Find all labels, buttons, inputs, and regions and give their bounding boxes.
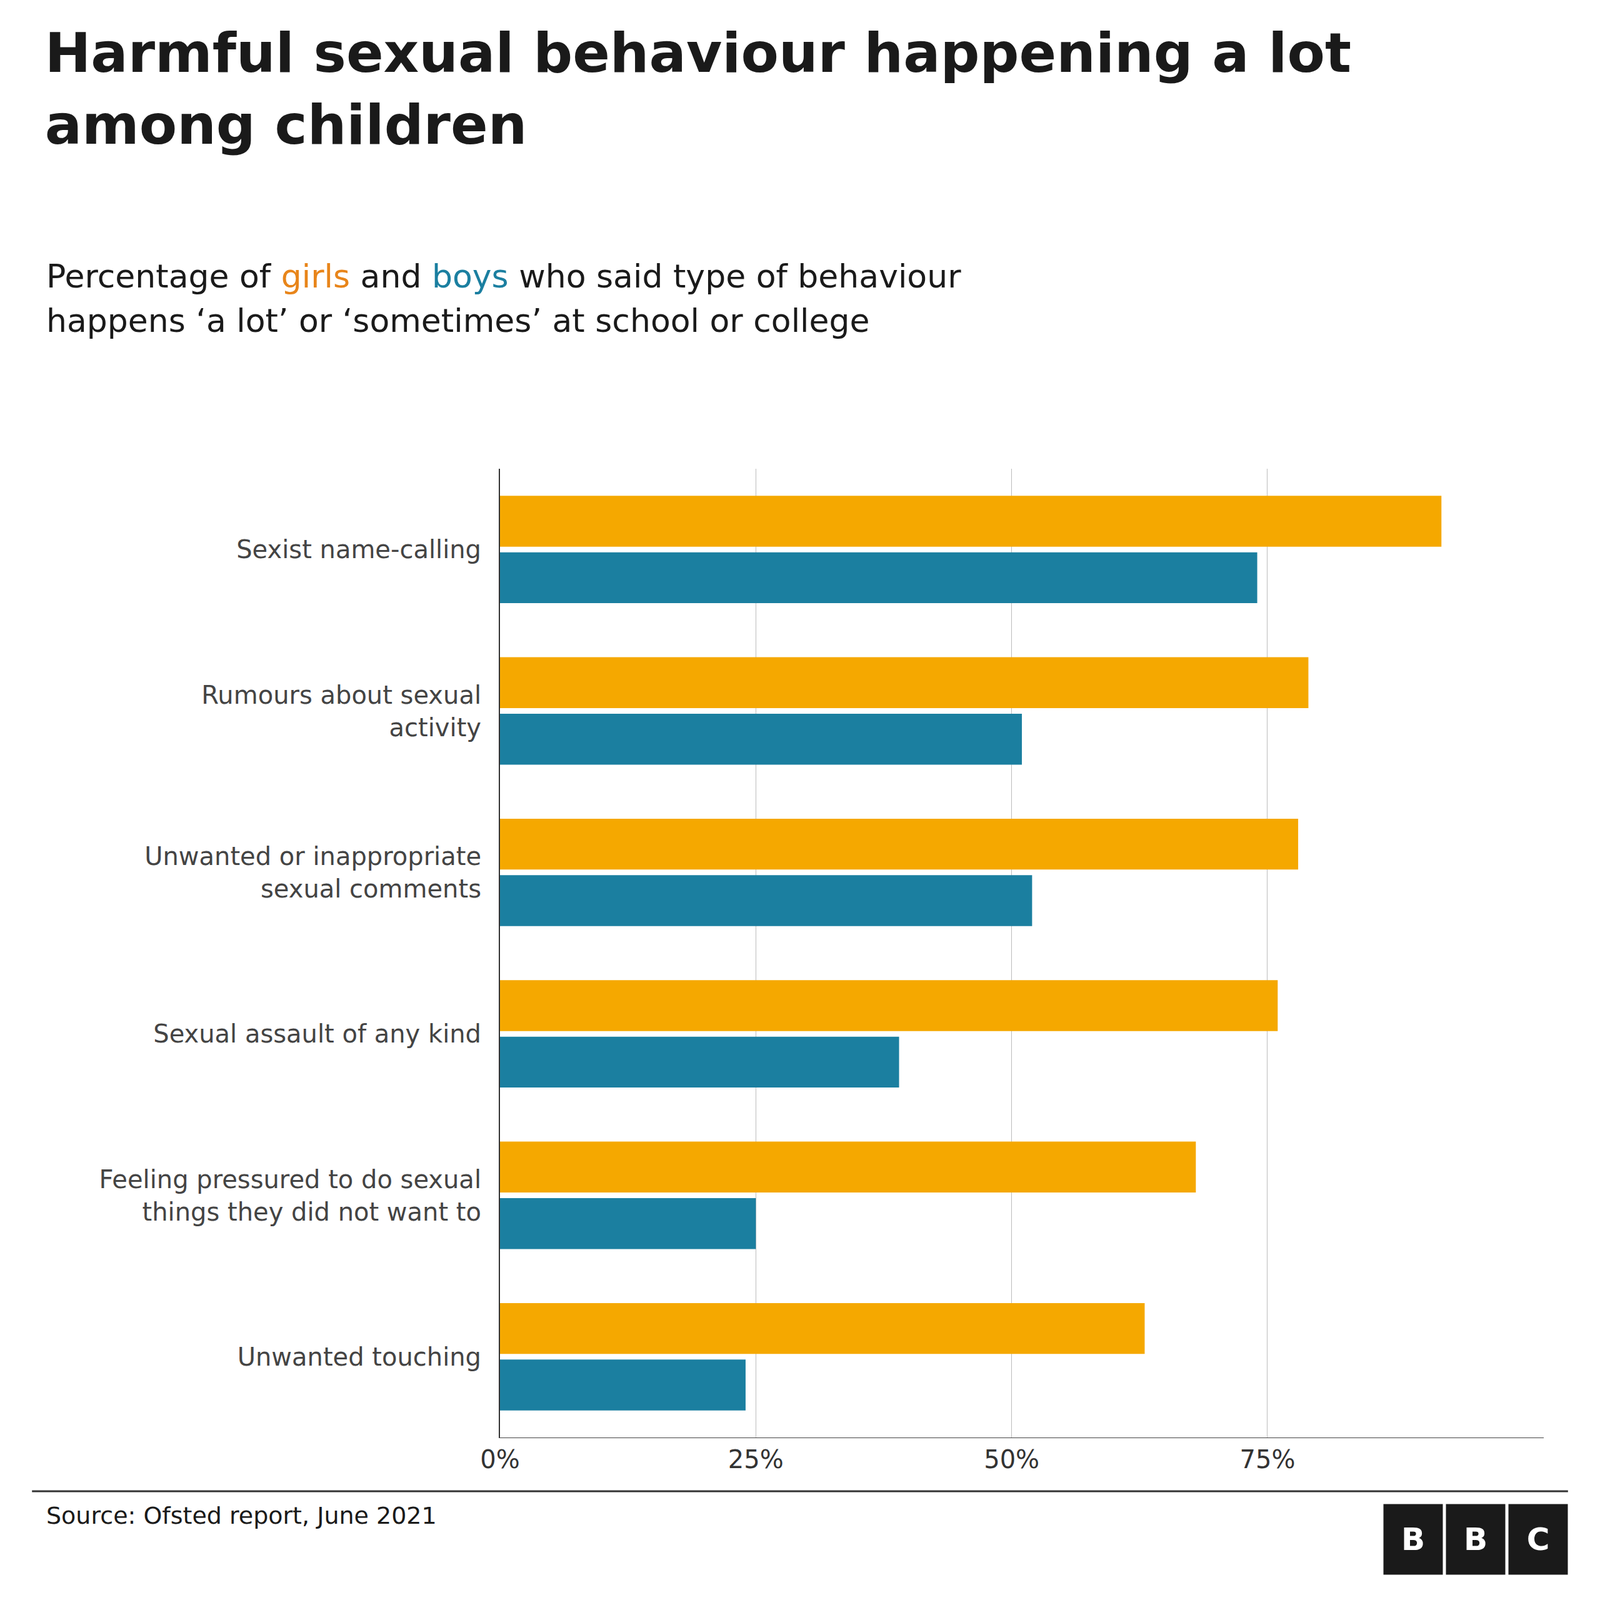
svg-text:C: C xyxy=(1526,1521,1550,1558)
svg-text:Percentage of girls and boys w: Percentage of girls and boys who said ty… xyxy=(46,257,962,295)
svg-text:0%: 0% xyxy=(480,1445,520,1474)
svg-text:B: B xyxy=(1401,1521,1425,1558)
svg-text:Sexual assault of any kind: Sexual assault of any kind xyxy=(153,1019,482,1049)
svg-text:Unwanted or inappropriatesexua: Unwanted or inappropriatesexual comments xyxy=(144,841,482,904)
svg-text:Feeling pressured to do sexual: Feeling pressured to do sexualthings the… xyxy=(99,1165,482,1227)
svg-text:happens ‘a lot’ or ‘sometimes’: happens ‘a lot’ or ‘sometimes’ at school… xyxy=(46,301,870,340)
svg-text:Harmful sexual behaviour happe: Harmful sexual behaviour happening a lot… xyxy=(45,20,1352,157)
svg-text:25%: 25% xyxy=(728,1445,784,1474)
svg-text:Rumours about sexualactivity: Rumours about sexualactivity xyxy=(201,680,482,742)
svg-text:50%: 50% xyxy=(983,1445,1040,1474)
svg-text:B: B xyxy=(1463,1521,1488,1558)
svg-text:Sexist name-calling: Sexist name-calling xyxy=(236,535,482,564)
svg-text:75%: 75% xyxy=(1239,1445,1295,1474)
svg-text:Unwanted touching: Unwanted touching xyxy=(237,1342,482,1372)
svg-text:Source: Ofsted report, June 20: Source: Ofsted report, June 2021 xyxy=(46,1501,437,1530)
